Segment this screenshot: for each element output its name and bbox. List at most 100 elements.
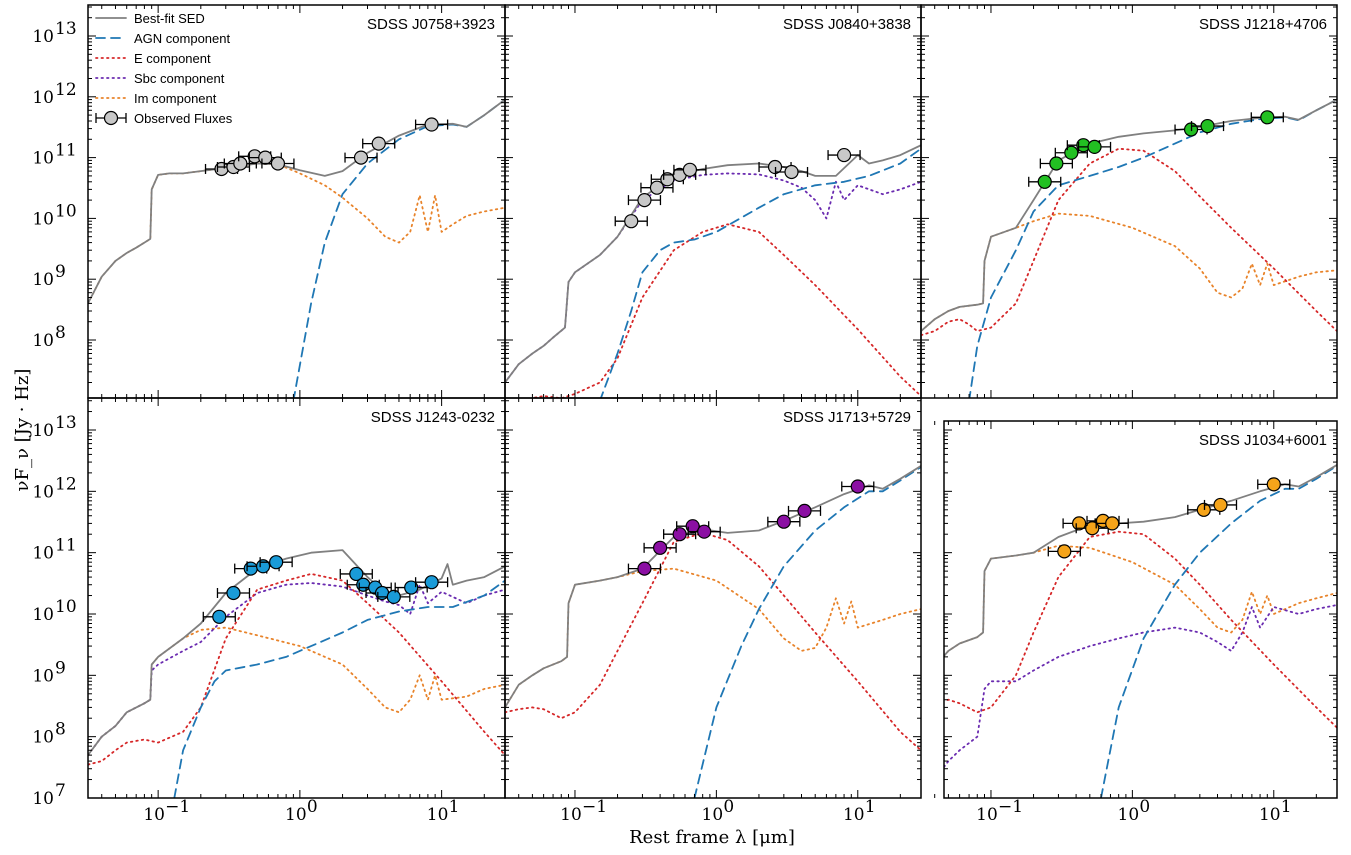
y-tick-label: 10 — [32, 605, 54, 625]
y-tick-label: 10 — [32, 149, 54, 169]
y-tick-label: 10 — [32, 666, 54, 686]
x-tick-label: 10 — [143, 805, 165, 825]
ticks — [505, 5, 921, 398]
observed-flux-point — [1077, 139, 1112, 154]
panel-frame — [87, 397, 506, 799]
observed-flux-point — [362, 136, 396, 151]
y-tick-exponent: 11 — [55, 141, 77, 161]
y-tick-exponent: 10 — [55, 201, 77, 221]
flux-marker — [1037, 174, 1052, 189]
flux-marker — [1057, 544, 1072, 559]
observed-flux-point — [841, 479, 875, 494]
observed-flux-point — [223, 156, 257, 171]
y-tick-label: 10 — [32, 270, 54, 290]
bestfit-curve — [921, 98, 1337, 332]
observed-flux-point — [673, 162, 707, 177]
ticks — [921, 5, 1337, 398]
flux-marker — [850, 479, 865, 494]
flux-marker — [797, 503, 812, 518]
flux-marker — [685, 519, 700, 534]
legend-label: Observed Fluxes — [134, 111, 233, 126]
im-curve — [921, 212, 1337, 332]
y-tick-label: 10 — [32, 544, 54, 564]
legend-item-agn: AGN component — [95, 31, 230, 46]
flux-marker — [349, 566, 364, 582]
flux-marker — [353, 150, 369, 165]
observed-flux-point — [1257, 477, 1291, 492]
observed-flux-point — [1028, 174, 1062, 189]
observed-flux-point — [774, 164, 809, 180]
legend-item-obs: Observed Fluxes — [95, 110, 233, 126]
legend-item-im: Im component — [95, 91, 217, 106]
e-curve — [528, 223, 921, 398]
legend-label: Best-fit SED — [134, 11, 205, 26]
x-tick-exponent: 1 — [865, 797, 876, 817]
legend: Best-fit SED AGN component E component Sbc … — [95, 11, 233, 126]
x-tick-exponent: −1 — [165, 797, 190, 817]
sbc-curve — [88, 582, 505, 756]
legend-item-bestfit: Best-fit SED — [95, 11, 205, 26]
flux-marker — [682, 162, 698, 177]
flux-marker — [269, 555, 284, 570]
x-tick-exponent: −1 — [998, 797, 1023, 817]
legend-item-e: E component — [95, 51, 211, 66]
e-curve — [944, 530, 1337, 729]
ticks — [88, 398, 505, 799]
observed-flux-point — [827, 147, 861, 163]
panel-title: SDSS J1034+6001 — [1199, 432, 1327, 449]
y-tick-exponent: 13 — [55, 19, 77, 39]
y-axis-label: νF_ν [Jy · Hz] — [12, 369, 33, 492]
agn-curve — [292, 98, 505, 398]
y-tick-label: 10 — [32, 27, 54, 47]
plot-area — [505, 144, 921, 398]
plot-area — [944, 464, 1337, 798]
flux-marker — [226, 585, 241, 601]
flux-marker — [672, 527, 687, 542]
observed-flux-point — [627, 561, 662, 576]
observed-flux-point — [1250, 110, 1284, 125]
observed-flux-point — [344, 150, 378, 165]
bestfit-curve — [505, 465, 921, 709]
observed-flux-point — [1190, 118, 1225, 134]
observed-flux-point — [216, 585, 251, 601]
agn-curve — [173, 579, 505, 798]
panel-title: SDSS J1243-0232 — [371, 409, 495, 426]
observed-flux-point — [259, 555, 293, 570]
legend-label: AGN component — [134, 31, 230, 46]
flux-marker — [404, 580, 419, 595]
observed-flux-point — [1047, 544, 1081, 559]
y-tick-exponent: 8 — [55, 720, 66, 740]
legend-label: Im component — [134, 91, 217, 106]
flux-marker — [1064, 145, 1079, 160]
observed-flux-point — [1054, 145, 1088, 160]
x-tick-exponent: −1 — [582, 797, 607, 817]
flux-marker — [1213, 497, 1228, 513]
observed-flux-point — [767, 514, 801, 529]
flux-marker — [624, 214, 639, 229]
flux-marker — [1200, 118, 1215, 134]
agn-curve — [693, 466, 921, 798]
observed-flux-point — [202, 609, 236, 624]
observed-flux-point — [414, 575, 449, 590]
observed-flux-point — [339, 566, 373, 582]
y-tick-exponent: 7 — [55, 781, 66, 801]
panel-title: SDSS J1218+4706 — [1199, 16, 1327, 33]
ticks — [934, 421, 1337, 799]
y-tick-label: 10 — [32, 789, 54, 809]
observed-flux-point — [614, 214, 648, 229]
y-tick-exponent: 8 — [55, 323, 66, 343]
flux-marker — [424, 575, 439, 590]
observed-flux-point — [377, 589, 411, 605]
flux-marker — [243, 561, 258, 576]
flux-marker — [1260, 110, 1275, 125]
panel-title: SDSS J0758+3923 — [367, 16, 495, 33]
e-curve — [505, 532, 921, 752]
flux-marker — [784, 164, 799, 180]
observed-flux-point — [414, 117, 449, 132]
bestfit-curve — [88, 98, 505, 305]
flux-marker — [637, 561, 652, 576]
flux-marker — [1105, 516, 1120, 531]
flux-marker — [371, 136, 386, 151]
bestfit-curve — [88, 549, 505, 756]
flux-marker — [233, 156, 248, 171]
